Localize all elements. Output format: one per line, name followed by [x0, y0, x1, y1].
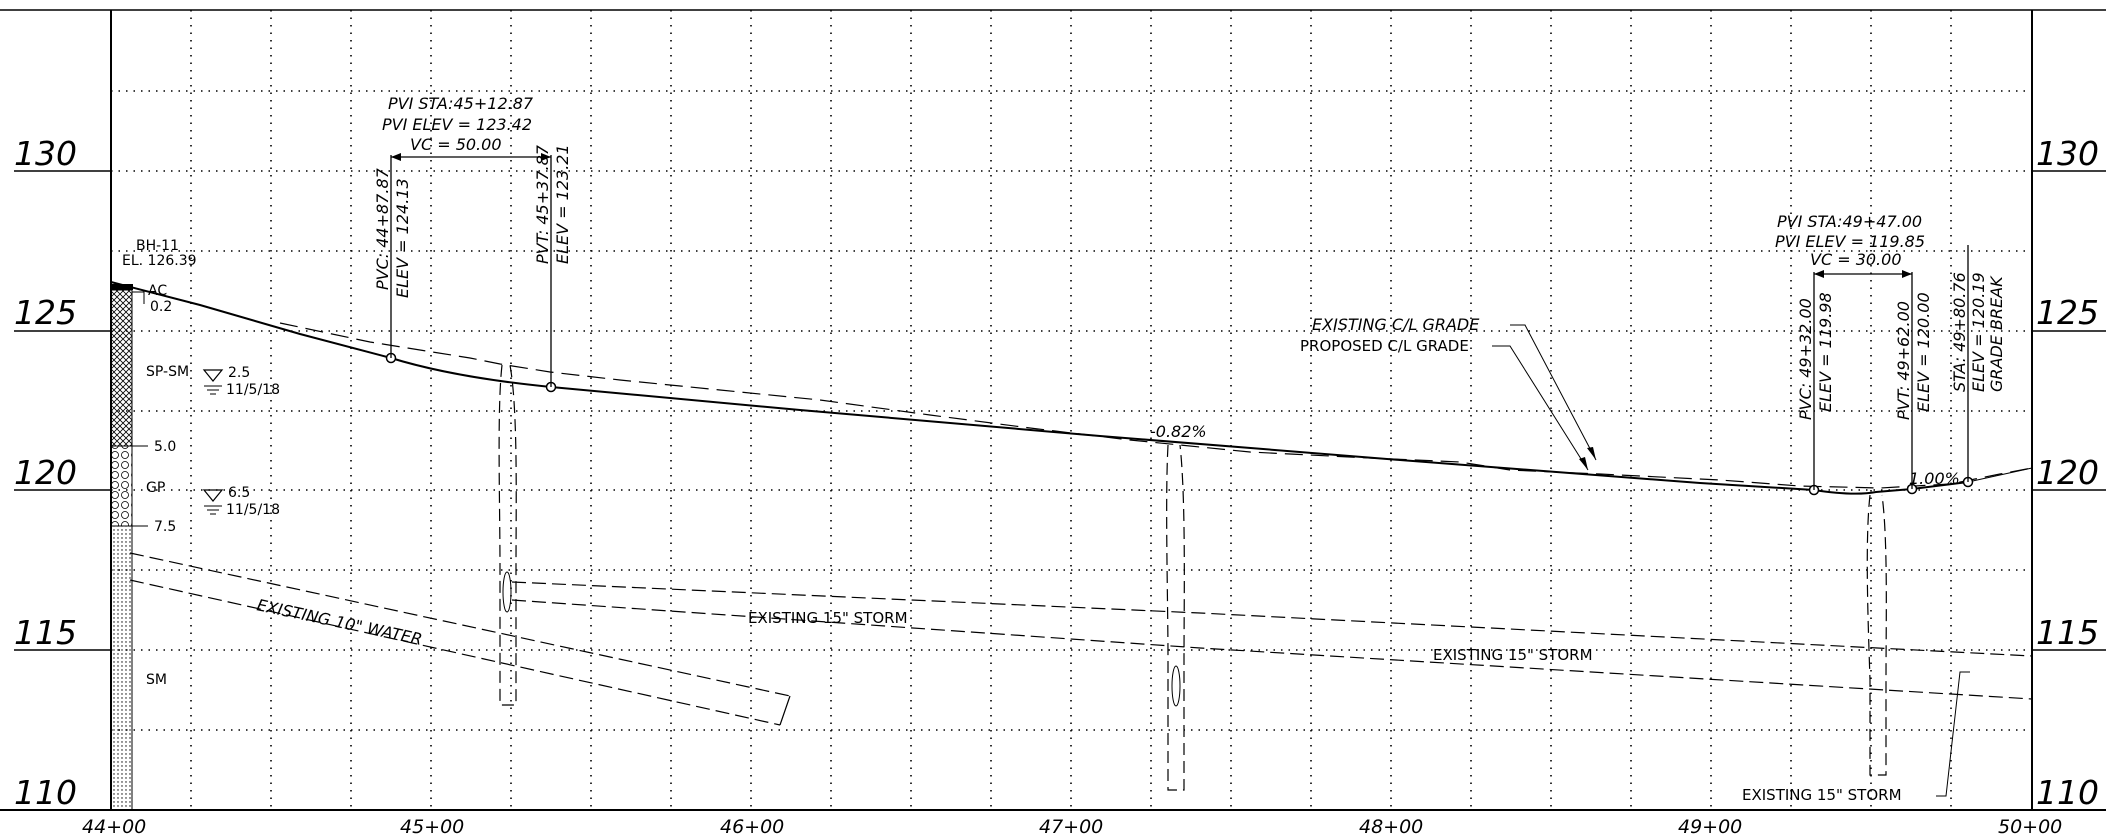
left-elevation-axis: 130 125 120 115 110 — [14, 134, 77, 812]
proposed-grade-callout: PROPOSED C/L GRADE — [1300, 337, 1469, 355]
boring-layer-sm — [110, 525, 133, 811]
grade-break-station: STA: 49+80.76 — [1950, 272, 1969, 392]
elev-label-130-right: 130 — [2036, 134, 2099, 173]
vertical-curve-2: PVI STA:49+47.00 PVI ELEV = 119.85 VC = … — [1775, 212, 1933, 490]
grade-percent-1: -0.82% — [1150, 422, 1207, 441]
station-label-4600: 46+00 — [720, 816, 784, 838]
elev-label-120-left: 120 — [14, 453, 77, 492]
grade-percent-2: 1.00% — [1909, 469, 1960, 488]
pvt-1-elevation: ELEV = 123.21 — [553, 144, 572, 264]
station-label-5000: 50+00 — [1998, 816, 2062, 838]
elev-label-125-right: 125 — [2036, 293, 2099, 332]
pvt-2-station: PVT: 49+62.00 — [1894, 301, 1913, 420]
grade-break: STA: 49+80.76 ELEV = 120.19 GRADE BREAK — [1950, 245, 2006, 482]
utility-storm-line-1 — [511, 581, 2033, 700]
pvc-1-elevation: ELEV = 124.13 — [393, 178, 412, 298]
water-level-2-date: 11/5/18 — [226, 502, 280, 518]
elevation-underlines — [14, 170, 2106, 651]
station-label-4900: 49+00 — [1678, 816, 1742, 838]
utility-storm-label-1: EXISTING 15" STORM — [748, 609, 908, 627]
layer-spsm-code: SP-SM — [146, 364, 189, 380]
elev-label-115-right: 115 — [2036, 613, 2099, 652]
pvt-1-station: PVT: 45+37.87 — [533, 144, 552, 264]
water-level-icon — [202, 489, 224, 515]
layer-gp-depth-label: 5.0 — [154, 439, 176, 455]
layer-sm-code: SM — [146, 672, 167, 688]
structure-crossings — [498, 364, 1887, 791]
proposed-grade-line — [110, 281, 1969, 495]
utility-water-label: EXISTING 10" WATER — [255, 595, 424, 649]
station-axis: 44+00 45+00 46+00 47+00 48+00 49+00 50+0… — [82, 816, 2062, 838]
existing-grade-line — [279, 322, 2033, 489]
pvi-1-station: PVI STA:45+12.87 — [388, 94, 534, 113]
pvt-2-elevation: ELEV = 120.00 — [1914, 292, 1933, 412]
elev-label-110-left: 110 — [14, 773, 77, 812]
grade-break-label: GRADE BREAK — [1987, 275, 2006, 392]
water-level-1-date: 11/5/18 — [226, 382, 280, 398]
elev-label-115-left: 115 — [14, 613, 77, 652]
water-level-2-depth: 6.5 — [228, 485, 250, 501]
boring-elevation: EL. 126.39 — [122, 253, 197, 269]
water-level-1-depth: 2.5 — [228, 365, 250, 381]
boring-layer-gp — [110, 445, 133, 527]
station-label-4400: 44+00 — [82, 816, 146, 838]
utility-storm-label-2: EXISTING 15" STORM — [1433, 646, 1593, 664]
elev-label-130-left: 130 — [14, 134, 77, 173]
elev-label-125-left: 125 — [14, 293, 77, 332]
pvc-2-station: PVC: 49+32.00 — [1796, 298, 1815, 420]
layer-75-depth: 7.5 — [154, 519, 176, 535]
pvi-1-vc: VC = 50.00 — [410, 135, 502, 154]
grade-callouts: EXISTING C/L GRADE PROPOSED C/L GRADE — [1300, 315, 1597, 471]
station-label-4500: 45+00 — [400, 816, 464, 838]
elev-label-110-right: 110 — [2036, 773, 2099, 812]
vertical-curve-1: PVI STA:45+12.87 PVI ELEV = 123.42 VC = … — [373, 94, 572, 387]
boring-layer-sp-sm — [110, 289, 133, 447]
pvi-2-elevation: PVI ELEV = 119.85 — [1775, 232, 1925, 251]
station-label-4700: 47+00 — [1039, 816, 1103, 838]
station-label-4800: 48+00 — [1359, 816, 1423, 838]
grade-break-elevation: ELEV = 120.19 — [1969, 272, 1988, 392]
grid — [111, 10, 2032, 810]
elev-label-120-right: 120 — [2036, 453, 2099, 492]
existing-grade-callout: EXISTING C/L GRADE — [1312, 315, 1480, 334]
right-elevation-axis: 130 125 120 115 110 — [2036, 134, 2099, 812]
layer-ac-depth: 0.2 — [150, 299, 172, 315]
utility-water-line — [129, 552, 791, 726]
utility-storm-label-3: EXISTING 15" STORM — [1742, 786, 1902, 804]
boring-log: BH-11 EL. 126.39 AC 0.2 SP-SM 5.0 GP 7.5… — [110, 238, 280, 811]
layer-gp-code: GP — [146, 480, 165, 496]
pvc-1-station: PVC: 44+87.87 — [373, 167, 392, 290]
boring-id: BH-11 — [136, 238, 179, 254]
pvc-2-elevation: ELEV = 119.98 — [1816, 292, 1835, 412]
boring-cap — [111, 284, 133, 290]
water-level-icon — [202, 369, 224, 395]
frame — [0, 9, 2106, 811]
pvi-2-station: PVI STA:49+47.00 — [1777, 212, 1922, 231]
pvi-1-elevation: PVI ELEV = 123.42 — [382, 115, 532, 134]
pvi-2-vc: VC = 30.00 — [1810, 250, 1902, 269]
